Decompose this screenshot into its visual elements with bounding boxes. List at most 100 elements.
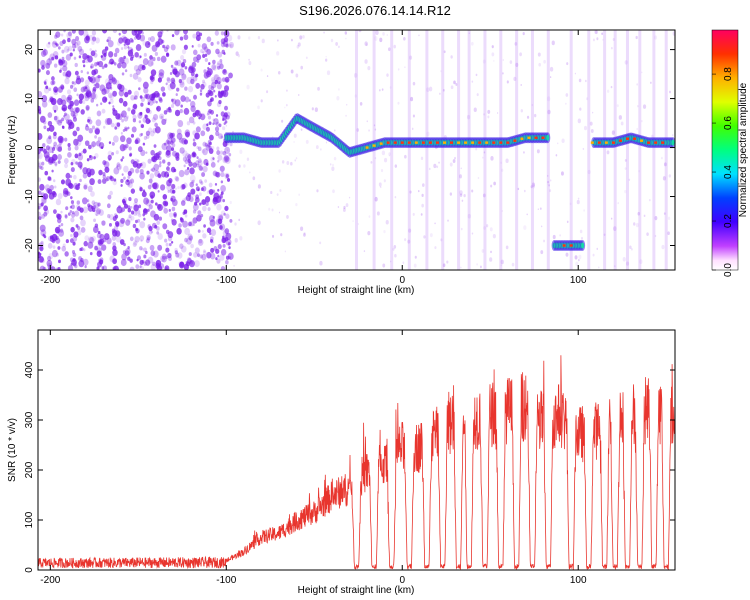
noise-dot (302, 35, 305, 39)
noise-dot (192, 33, 197, 39)
noise-dot (158, 96, 163, 102)
noise-dot (210, 229, 217, 236)
noise-dot (64, 137, 68, 142)
noise-dot (71, 258, 77, 266)
noise-dot (78, 55, 82, 59)
noise-dot (86, 54, 90, 59)
noise-dot (53, 179, 56, 183)
noise-dot (131, 126, 137, 133)
noise-dot (139, 246, 143, 251)
noise-dot (489, 257, 493, 262)
noise-dot (219, 165, 225, 172)
noise-dot (205, 126, 210, 132)
noise-dot (188, 116, 195, 124)
noise-dot (132, 210, 138, 216)
noise-dot (135, 228, 140, 234)
noise-dot (186, 261, 190, 267)
noise-dot (201, 199, 207, 206)
noise-dot (170, 77, 176, 84)
noise-dot (489, 227, 493, 232)
noise-dot (397, 68, 400, 71)
noise-dot (332, 189, 335, 194)
noise-dot (143, 135, 148, 141)
noise-dot (162, 44, 165, 49)
noise-dot (187, 154, 192, 160)
noise-dot (160, 184, 166, 191)
noise-dot (45, 70, 50, 76)
noise-dot (534, 113, 537, 118)
noise-dot (215, 114, 219, 117)
noise-dot (654, 234, 657, 238)
noise-dot (65, 172, 71, 179)
noise-dot (225, 174, 229, 179)
noise-dot (214, 30, 219, 36)
spectrogram-streak (587, 30, 591, 270)
noise-dot (84, 86, 88, 90)
noise-dot (94, 245, 98, 251)
y-tick-label: 20 (24, 44, 35, 56)
noise-dot (184, 169, 190, 176)
noise-dot (72, 235, 78, 242)
noise-dot (193, 252, 198, 258)
noise-dot (102, 171, 106, 176)
noise-dot (204, 48, 211, 56)
noise-dot (595, 30, 598, 35)
noise-dot (171, 206, 176, 212)
noise-dot (210, 156, 215, 162)
noise-dot (234, 222, 237, 226)
noise-dot (286, 160, 290, 165)
noise-dot (638, 169, 641, 173)
noise-dot (146, 170, 150, 175)
noise-dot (379, 185, 382, 189)
noise-dot (208, 84, 212, 90)
noise-dot (87, 119, 90, 123)
noise-dot (178, 79, 183, 84)
noise-dot (157, 244, 163, 251)
noise-dot (224, 146, 231, 155)
noise-dot (90, 98, 95, 103)
noise-dot (252, 176, 256, 181)
noise-dot (73, 138, 79, 146)
noise-dot (91, 30, 97, 36)
noise-dot (476, 263, 478, 266)
noise-dot (156, 107, 159, 110)
noise-dot (468, 32, 470, 35)
noise-dot (434, 246, 437, 250)
noise-dot (576, 199, 580, 205)
noise-dot (90, 65, 93, 69)
noise-dot (175, 156, 180, 161)
noise-dot (171, 189, 176, 194)
noise-dot (91, 125, 96, 130)
noise-dot (206, 48, 212, 55)
noise-dot (219, 58, 223, 63)
noise-dot (636, 127, 639, 131)
noise-dot (368, 215, 371, 218)
noise-dot (566, 62, 569, 66)
noise-dot (174, 60, 179, 66)
noise-dot (610, 217, 613, 220)
noise-dot (668, 174, 672, 178)
noise-dot (91, 40, 95, 45)
noise-dot (278, 169, 281, 173)
noise-dot (39, 256, 45, 263)
noise-dot (125, 179, 131, 186)
x-tick-label: -200 (40, 575, 60, 586)
noise-dot (120, 113, 124, 118)
noise-dot (204, 179, 208, 183)
noise-dot (418, 34, 420, 37)
noise-dot (129, 56, 134, 61)
noise-dot (103, 52, 107, 57)
noise-dot (374, 196, 378, 202)
noise-dot (281, 160, 285, 164)
noise-dot (195, 82, 201, 89)
noise-dot (156, 264, 162, 270)
noise-dot (139, 168, 144, 175)
noise-dot (234, 238, 238, 243)
noise-dot (105, 176, 110, 182)
noise-dot (493, 59, 495, 62)
noise-dot (345, 37, 347, 40)
noise-dot (409, 190, 412, 194)
noise-dot (459, 190, 463, 196)
noise-dot (557, 142, 559, 145)
noise-dot (183, 164, 186, 168)
